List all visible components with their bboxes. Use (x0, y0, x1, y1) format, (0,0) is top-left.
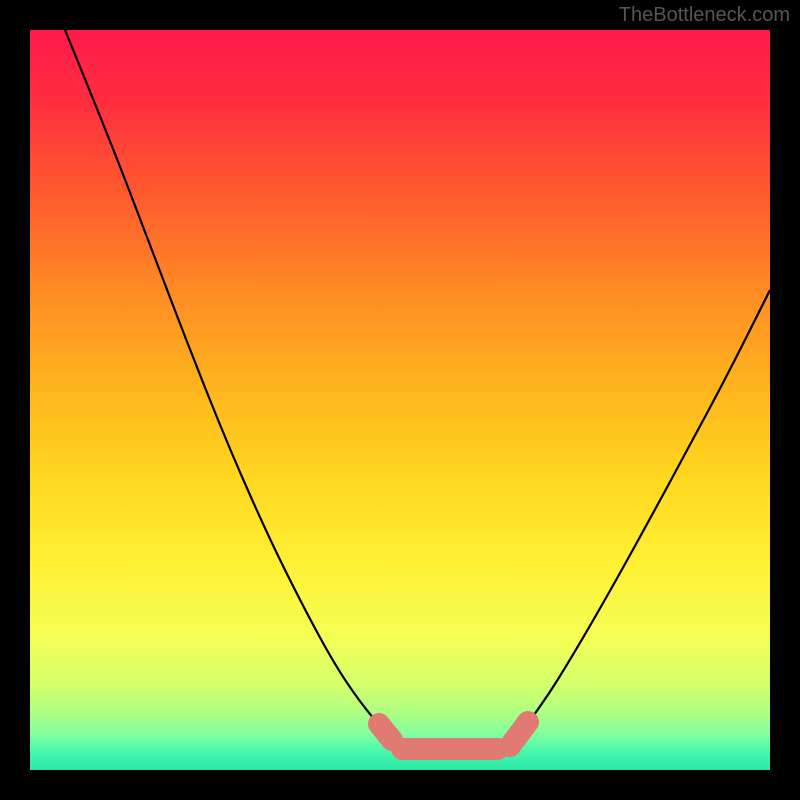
watermark-text: TheBottleneck.com (619, 4, 790, 27)
plot-area (30, 30, 770, 770)
bottleneck-curve (30, 30, 770, 770)
